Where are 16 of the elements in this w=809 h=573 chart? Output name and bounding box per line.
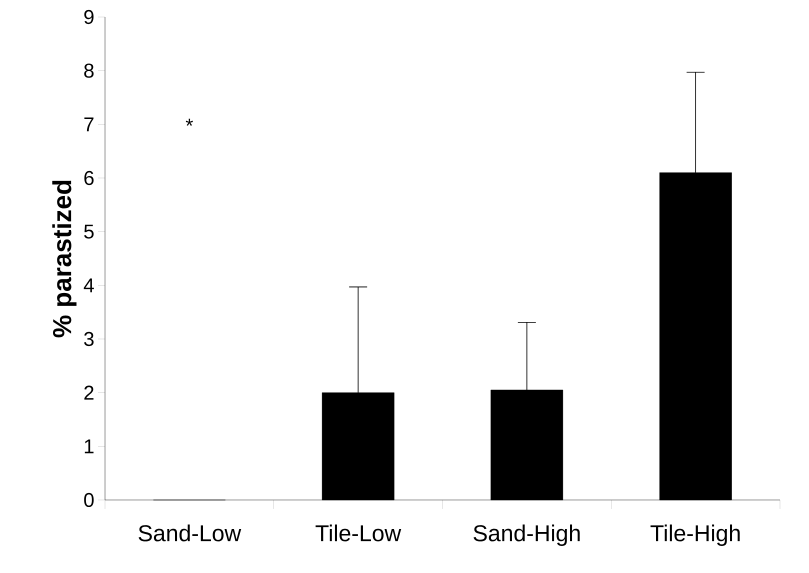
- y-tick-label: 4: [84, 278, 94, 292]
- y-tick-label: 9: [84, 10, 94, 24]
- y-axis-title: % parastized: [52, 180, 76, 338]
- x-tick-label: Sand-Low: [138, 524, 242, 542]
- y-tick-label: 0: [84, 492, 94, 508]
- x-tick-label: Sand-High: [474, 524, 580, 546]
- y-tick-label: 5: [84, 224, 94, 239]
- y-tick-label: 2: [84, 386, 94, 400]
- y-tick-label: 7: [84, 117, 94, 132]
- y-tick-label: 8: [84, 64, 94, 78]
- x-tick-label: Tile-High: [650, 524, 740, 546]
- y-tick-label: 6: [84, 170, 94, 186]
- x-tick-label: Tile-Low: [316, 524, 402, 542]
- y-tick-label: 3: [84, 332, 94, 346]
- annotation: *: [186, 118, 193, 126]
- y-tick-label: 1: [84, 439, 94, 454]
